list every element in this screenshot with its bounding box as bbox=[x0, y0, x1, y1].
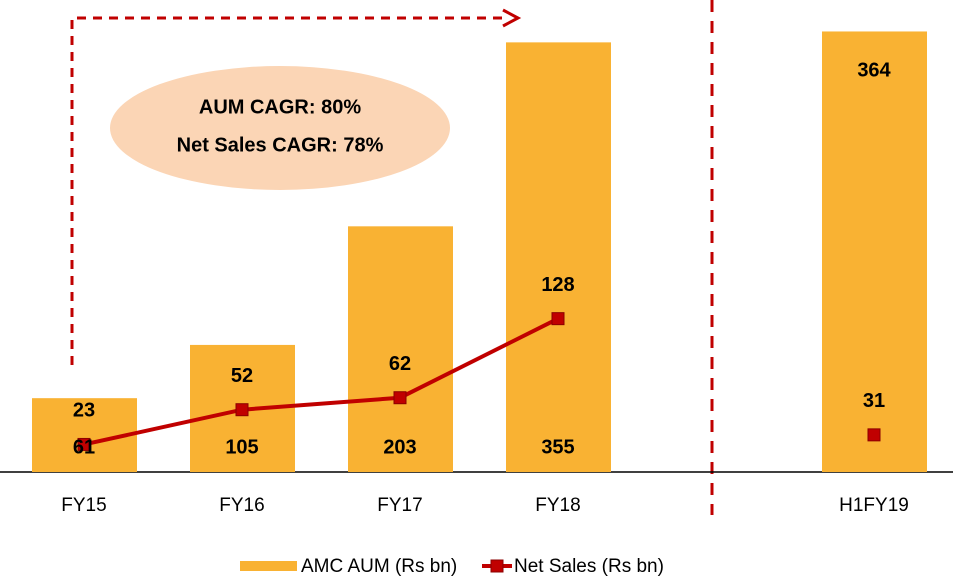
data-label: 61 bbox=[73, 436, 95, 458]
marker bbox=[551, 312, 565, 326]
data-label: 355 bbox=[541, 436, 574, 458]
x-tick-label: FY18 bbox=[535, 495, 580, 516]
data-label: 128 bbox=[541, 274, 574, 296]
x-tick-label: FY15 bbox=[61, 495, 106, 516]
legend-label: AMC AUM (Rs bn) bbox=[301, 556, 457, 577]
data-label: 105 bbox=[225, 436, 258, 458]
marker bbox=[77, 437, 91, 451]
line bbox=[83, 316, 559, 447]
data-label: 62 bbox=[389, 353, 411, 375]
data-label: 203 bbox=[383, 436, 416, 458]
bar bbox=[506, 42, 611, 472]
data-label: 52 bbox=[231, 365, 253, 387]
marker bbox=[235, 403, 249, 417]
annotation-bubble bbox=[110, 66, 450, 190]
legend-swatch bbox=[490, 559, 504, 573]
bar bbox=[348, 226, 453, 472]
annotation: Net Sales CAGR: 78% bbox=[177, 134, 384, 156]
bar bbox=[822, 31, 927, 472]
legend-label: Net Sales (Rs bn) bbox=[514, 556, 664, 577]
marker bbox=[393, 391, 407, 405]
marker bbox=[867, 428, 881, 442]
cagr-arrow bbox=[70, 16, 505, 365]
data-label: 31 bbox=[863, 390, 885, 412]
x-tick-label: FY16 bbox=[219, 495, 264, 516]
x-tick-label: FY17 bbox=[377, 495, 422, 516]
data-label: 364 bbox=[857, 60, 891, 82]
annotation: AUM CAGR: 80% bbox=[199, 96, 361, 118]
arrow-head bbox=[502, 8, 522, 28]
legend-swatch bbox=[240, 561, 297, 571]
data-label: 23 bbox=[73, 400, 95, 422]
x-tick-label: H1FY19 bbox=[839, 495, 909, 516]
